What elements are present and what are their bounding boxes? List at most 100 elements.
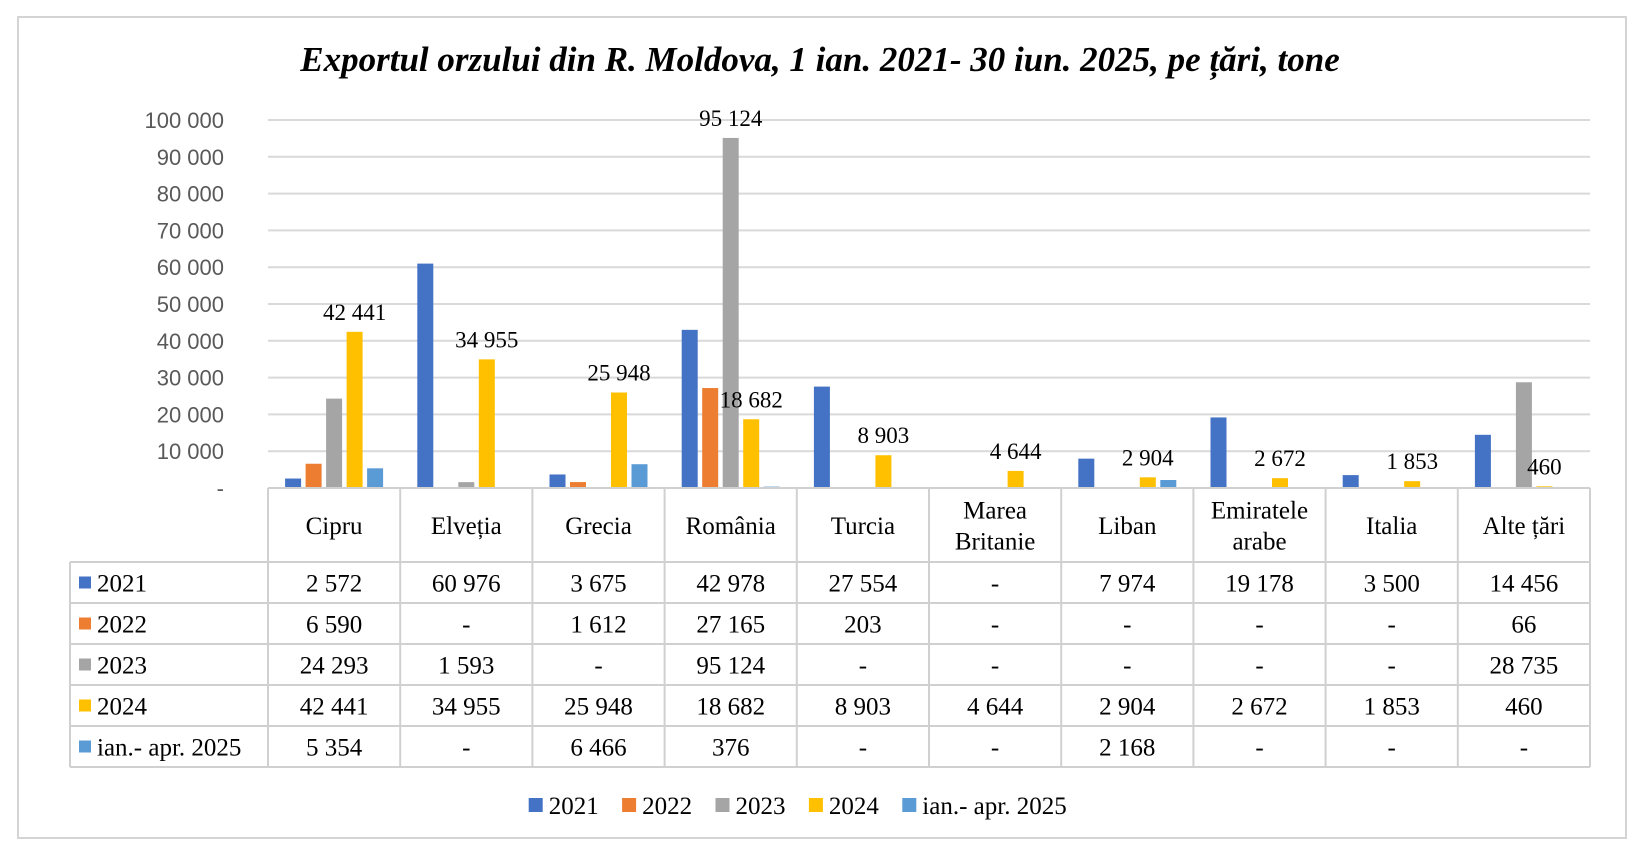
- data-label: 2 904: [1122, 445, 1174, 470]
- bar: [326, 398, 343, 488]
- data-label: 25 948: [587, 361, 650, 386]
- category-label: Emiratele: [1211, 498, 1308, 525]
- legend-key: [808, 798, 823, 812]
- data-label: 8 903: [858, 423, 910, 448]
- table-cell: 3 500: [1364, 571, 1420, 598]
- table-cell: 1 853: [1364, 694, 1420, 721]
- table-legend-key: [79, 658, 91, 671]
- table-cell: 66: [1511, 612, 1536, 639]
- bar: [458, 482, 475, 488]
- y-tick-label: 90 000: [157, 145, 224, 170]
- table-cell: -: [1255, 653, 1263, 680]
- bar: [743, 419, 760, 488]
- table-cell: 2 168: [1099, 735, 1155, 762]
- bar: [305, 463, 322, 488]
- y-tick-label: 60 000: [157, 255, 224, 280]
- table-cell: 25 948: [564, 694, 633, 721]
- bar: [702, 388, 719, 488]
- table-legend-key: [79, 699, 91, 712]
- table-cell: 6 590: [306, 612, 362, 639]
- table-cell: 27 554: [829, 571, 898, 598]
- data-label: 95 124: [699, 106, 763, 131]
- data-label: 4 644: [990, 439, 1042, 464]
- category-label: Liban: [1098, 513, 1157, 540]
- chart-title: Exportul orzului din R. Moldova, 1 ian. …: [300, 40, 1340, 79]
- bar: [1007, 470, 1024, 488]
- table-cell: 34 955: [432, 694, 501, 721]
- y-tick-label: 50 000: [157, 292, 224, 317]
- table-row-header: 2023: [97, 653, 147, 680]
- table-cell: 7 974: [1099, 571, 1156, 598]
- table-row-header: 2021: [97, 571, 147, 598]
- table-cell: 2 904: [1099, 694, 1156, 721]
- bar: [478, 359, 495, 488]
- table-cell: 4 644: [967, 694, 1024, 721]
- data-label: 460: [1527, 454, 1562, 479]
- table-cell: -: [462, 735, 470, 762]
- legend-key: [622, 798, 637, 812]
- bar: [1139, 477, 1156, 488]
- y-tick-label: 100 000: [144, 108, 224, 133]
- table-cell: 42 441: [300, 694, 369, 721]
- table-cell: -: [859, 653, 867, 680]
- bar: [1160, 480, 1177, 488]
- table-cell: -: [991, 653, 999, 680]
- table-row-header: 2024: [97, 694, 148, 721]
- legend-label: 2023: [736, 793, 786, 820]
- bar: [1404, 481, 1421, 488]
- table-cell: 28 735: [1490, 653, 1559, 680]
- table-cell: -: [1388, 653, 1396, 680]
- legend-label: 2022: [642, 793, 692, 820]
- legend-label: ian.- apr. 2025: [922, 793, 1066, 820]
- table-cell: -: [1388, 612, 1396, 639]
- table-cell: 1 612: [570, 612, 626, 639]
- table-cell: 8 903: [835, 694, 891, 721]
- table-cell: 2 672: [1231, 694, 1287, 721]
- bar: [1474, 434, 1491, 488]
- table-cell: 95 124: [696, 653, 765, 680]
- category-label: Italia: [1366, 513, 1417, 540]
- category-label: arabe: [1232, 529, 1286, 556]
- y-tick-label: 80 000: [157, 182, 224, 207]
- category-label: Turcia: [831, 513, 895, 540]
- table-cell: 6 466: [570, 735, 626, 762]
- bar: [611, 392, 627, 488]
- table-cell: 19 178: [1225, 571, 1294, 598]
- table-cell: 376: [712, 735, 750, 762]
- table-cell: -: [1123, 653, 1131, 680]
- table-cell: -: [991, 612, 999, 639]
- table-cell: 18 682: [696, 694, 765, 721]
- bar: [1342, 475, 1359, 488]
- bar: [367, 468, 384, 488]
- table-cell: -: [1255, 735, 1263, 762]
- data-label: 34 955: [455, 327, 518, 352]
- bar: [1272, 478, 1288, 488]
- category-label: Marea: [963, 498, 1027, 525]
- table-cell: -: [859, 735, 867, 762]
- table-cell: -: [1388, 735, 1396, 762]
- table-cell: -: [991, 571, 999, 598]
- bar: [570, 482, 586, 488]
- category-label: Alte țări: [1483, 513, 1566, 540]
- bar: [681, 329, 698, 488]
- table-cell: -: [462, 612, 470, 639]
- table-legend-key: [79, 576, 91, 589]
- data-label: 42 441: [323, 300, 386, 325]
- y-tick-label: 40 000: [157, 329, 224, 354]
- table-cell: 42 978: [696, 571, 765, 598]
- y-tick-label: 70 000: [157, 218, 224, 243]
- data-label: 1 853: [1386, 449, 1438, 474]
- bar: [722, 137, 739, 489]
- table-cell: 14 456: [1490, 571, 1559, 598]
- category-label: România: [686, 513, 776, 540]
- legend-key: [902, 798, 917, 812]
- bar: [1078, 458, 1095, 488]
- table-cell: 27 165: [696, 612, 765, 639]
- y-tick-label: 10 000: [157, 439, 224, 464]
- table-row-header: 2022: [97, 612, 147, 639]
- table-cell: 3 675: [570, 571, 626, 598]
- table-cell: 60 976: [432, 571, 501, 598]
- table-cell: 1 593: [438, 653, 494, 680]
- bar: [631, 464, 648, 488]
